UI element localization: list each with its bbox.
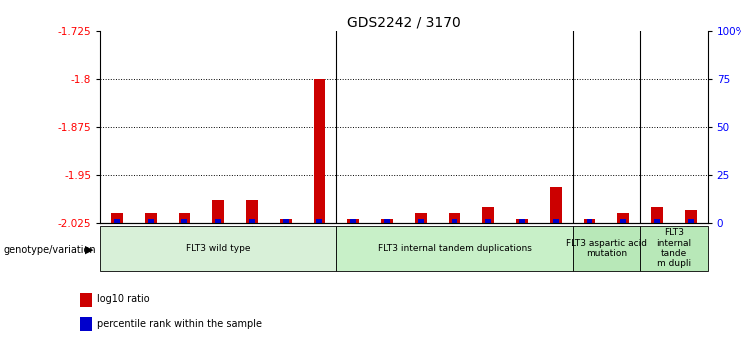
Bar xyxy=(147,219,153,223)
Bar xyxy=(179,213,190,223)
Bar xyxy=(246,200,258,223)
Bar xyxy=(283,219,289,223)
Bar xyxy=(519,219,525,223)
Bar xyxy=(100,226,336,271)
Bar xyxy=(654,219,660,223)
Bar xyxy=(584,219,596,223)
Text: FLT3 wild type: FLT3 wild type xyxy=(186,244,250,253)
Bar xyxy=(688,219,694,223)
Text: log10 ratio: log10 ratio xyxy=(97,295,150,304)
Bar xyxy=(418,219,424,223)
Bar xyxy=(249,219,255,223)
Bar xyxy=(336,226,573,271)
Bar xyxy=(280,219,292,223)
Bar xyxy=(182,219,187,223)
Text: FLT3 internal tandem duplications: FLT3 internal tandem duplications xyxy=(378,244,531,253)
Bar xyxy=(415,213,427,223)
Bar xyxy=(587,219,593,223)
Text: FLT3
internal
tande
m dupli: FLT3 internal tande m dupli xyxy=(657,228,691,268)
Bar xyxy=(640,226,708,271)
Bar xyxy=(313,79,325,223)
Bar xyxy=(685,210,697,223)
Bar xyxy=(81,293,92,307)
Bar xyxy=(651,207,663,223)
Text: FLT3 aspartic acid
mutation: FLT3 aspartic acid mutation xyxy=(566,239,647,258)
Bar xyxy=(451,219,457,223)
Bar xyxy=(448,213,460,223)
Bar xyxy=(215,219,221,223)
Bar xyxy=(617,213,629,223)
Title: GDS2242 / 3170: GDS2242 / 3170 xyxy=(347,16,461,30)
Bar xyxy=(144,213,156,223)
Bar xyxy=(573,226,640,271)
Bar xyxy=(553,219,559,223)
Bar xyxy=(81,317,92,331)
Bar xyxy=(212,200,224,223)
Bar xyxy=(111,213,123,223)
Bar xyxy=(516,219,528,223)
Bar xyxy=(114,219,120,223)
Bar xyxy=(485,219,491,223)
Bar xyxy=(482,207,494,223)
Bar xyxy=(620,219,626,223)
Bar xyxy=(381,219,393,223)
Bar xyxy=(350,219,356,223)
Bar xyxy=(384,219,390,223)
Bar xyxy=(316,219,322,223)
Text: percentile rank within the sample: percentile rank within the sample xyxy=(97,319,262,328)
Bar xyxy=(550,187,562,223)
Text: ▶: ▶ xyxy=(85,245,93,255)
Bar xyxy=(348,219,359,223)
Text: genotype/variation: genotype/variation xyxy=(4,245,96,255)
